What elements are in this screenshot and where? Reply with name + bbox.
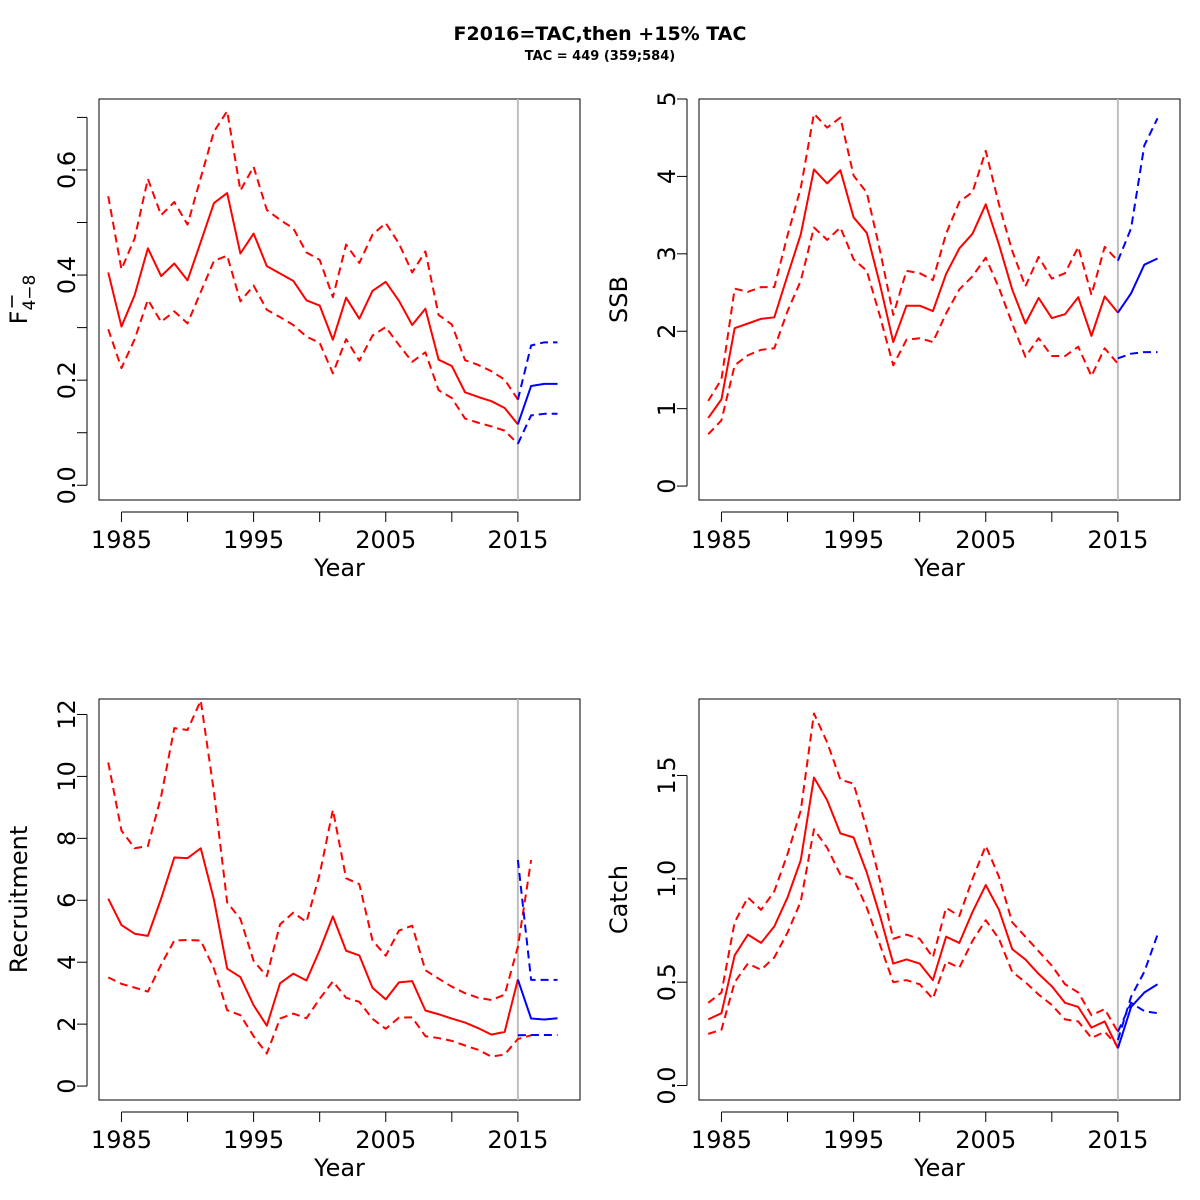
panel-ssb-y-tick-label: 0: [653, 478, 681, 493]
panel-ssb-y-tick-label: 2: [653, 324, 681, 339]
panel-f-frame: [98, 98, 581, 501]
panel-recruitment-y-tick-label: 10: [53, 761, 81, 792]
panel-f-y-tick-label: 0.0: [53, 466, 81, 504]
panel-f-y-label: F4−8: [5, 275, 40, 325]
panel-catch-x-label: Year: [913, 1154, 965, 1182]
panel-ssb-series-historic-dashed-2: [707, 226, 1119, 435]
chart-title: F2016=TAC,then +15% TAC: [454, 23, 747, 45]
panel-f-x-tick-label: 1985: [91, 526, 152, 554]
panel-recruitment-x-tick-label: 2005: [355, 1126, 416, 1154]
panel-catch-y-tick-label: 0.5: [653, 963, 681, 1001]
panel-catch-x-tick-label: 2015: [1087, 1126, 1148, 1154]
panel-recruitment: 1985 1995 2005 2015 Year 0 2 4 6 8 10 12 Recruitment: [5, 698, 581, 1182]
panel-catch-y-tick-label: 1.5: [653, 756, 681, 794]
panel-catch-y-label-main: Catch: [605, 865, 633, 934]
panel-catch-y-tick-label: 0.0: [653, 1066, 681, 1104]
panel-ssb-x-tick-label: 1985: [691, 526, 752, 554]
panel-recruitment-y-tick-label: 4: [53, 955, 81, 970]
panel-ssb-y-tick-label: 1: [653, 401, 681, 416]
panel-recruitment-y-tick-label: 12: [53, 699, 81, 730]
panel-catch-y-tick-label: 1.0: [653, 860, 681, 898]
panel-recruitment-y-tick-label: 8: [53, 831, 81, 846]
panel-catch-y-label: Catch: [605, 865, 633, 934]
panel-f-series-projection-dashed-5: [516, 412, 558, 445]
panel-recruitment-y-tick-label: 6: [53, 893, 81, 908]
panel-recruitment-x-tick-label: 1985: [91, 1126, 152, 1154]
panel-f-series-historic-dashed-1: [107, 110, 519, 401]
panel-catch-series-projection-dashed-4: [1116, 934, 1159, 1041]
panel-recruitment-frame: [98, 698, 581, 1101]
panel-recruitment-series-historic-solid-0: [107, 847, 519, 1036]
panel-recruitment-series-projection-solid-3: [516, 979, 558, 1021]
panel-ssb-frame: [698, 98, 1181, 501]
panel-f-series-projection-solid-3: [516, 382, 558, 425]
panel-f-x-label: Year: [313, 554, 365, 582]
panel-ssb-x-tick-label: 2005: [955, 526, 1016, 554]
panel-recruitment-y-tick-label: 0: [53, 1078, 81, 1093]
panel-recruitment-x-tick-label: 2015: [487, 1126, 548, 1154]
chart-subtitle: TAC = 449 (359;584): [525, 49, 675, 64]
panel-catch-x-tick-label: 1985: [691, 1126, 752, 1154]
panel-ssb-y-label-main: SSB: [605, 276, 633, 323]
panel-ssb-series-projection-solid-3: [1117, 257, 1158, 314]
panel-ssb-y-tick-label: 5: [653, 91, 681, 106]
panel-catch: 1985 1995 2005 2015 Year 0.0 0.5 1.0 1.5 Catch: [605, 698, 1181, 1182]
panel-catch-series-historic-dashed-1: [707, 712, 1119, 1033]
panel-recruitment-y-tick-label: 2: [53, 1016, 81, 1031]
panel-recruitment-x-label: Year: [313, 1154, 365, 1182]
panels: 1985 1995 2005 2015Year0.00.20.40.6F4−81985…: [5, 91, 1181, 1182]
panel-catch-series-projection-dashed-5: [1116, 1001, 1158, 1033]
panel-ssb-y-tick-label: 4: [653, 169, 681, 184]
panel-f-y-tick-label: 0.4: [53, 256, 81, 294]
panel-catch-series-historic-solid-0: [707, 776, 1119, 1049]
panel-f-x-tick-label: 2015: [487, 526, 548, 554]
panel-ssb-series-historic-solid-0: [707, 168, 1119, 419]
panel-ssb-y-label: SSB: [605, 276, 633, 323]
panel-recruitment-series-historic-dashed-2: [107, 938, 532, 1058]
panel-f-y-tick-label: 0.6: [53, 151, 81, 189]
panel-recruitment-y-label: Recruitment: [5, 826, 33, 973]
panel-catch-series-projection-solid-3: [1116, 983, 1159, 1049]
panel-f-series-projection-dashed-4: [516, 341, 558, 400]
panel-f-y-tick-label: 0.2: [53, 361, 81, 399]
panel-f-y-label-sub: 4−8: [20, 275, 40, 311]
panel-f-x-tick-label: 2005: [355, 526, 416, 554]
panel-recruitment-y-label-main: Recruitment: [5, 826, 33, 973]
panel-catch-x-tick-label: 1995: [823, 1126, 884, 1154]
panel-ssb-x-label: Year: [913, 554, 965, 582]
panel-recruitment-x-tick-label: 1995: [223, 1126, 284, 1154]
panel-ssb-x-tick-label: 1995: [823, 526, 884, 554]
panel-ssb-y-tick-label: 3: [653, 246, 681, 261]
panel-f: 1985 1995 2005 2015 Year 0.0 0.2 0.4 0.6 F4−8: [5, 98, 581, 582]
panel-f-series-historic-dashed-2: [107, 254, 519, 445]
panel-catch-frame: [698, 698, 1181, 1101]
panel-ssb-series-projection-dashed-5: [1117, 351, 1158, 360]
panel-recruitment-series-historic-dashed-1: [107, 699, 533, 1001]
panel-f-x-tick-label: 1995: [223, 526, 284, 554]
panel-catch-x-tick-label: 2005: [955, 1126, 1016, 1154]
panel-ssb-series-historic-dashed-1: [707, 112, 1119, 402]
panel-ssb-series-projection-dashed-4: [1116, 117, 1159, 262]
panel-ssb: 1985 1995 2005 2015 Year 0 1 2 3 4 5 SSB: [605, 91, 1181, 582]
panel-f-y-label-main: F: [5, 311, 33, 325]
panel-f-series-historic-solid-0: [107, 192, 519, 425]
panel-ssb-x-tick-label: 2015: [1087, 526, 1148, 554]
panel-catch-series-historic-dashed-2: [707, 828, 1119, 1047]
